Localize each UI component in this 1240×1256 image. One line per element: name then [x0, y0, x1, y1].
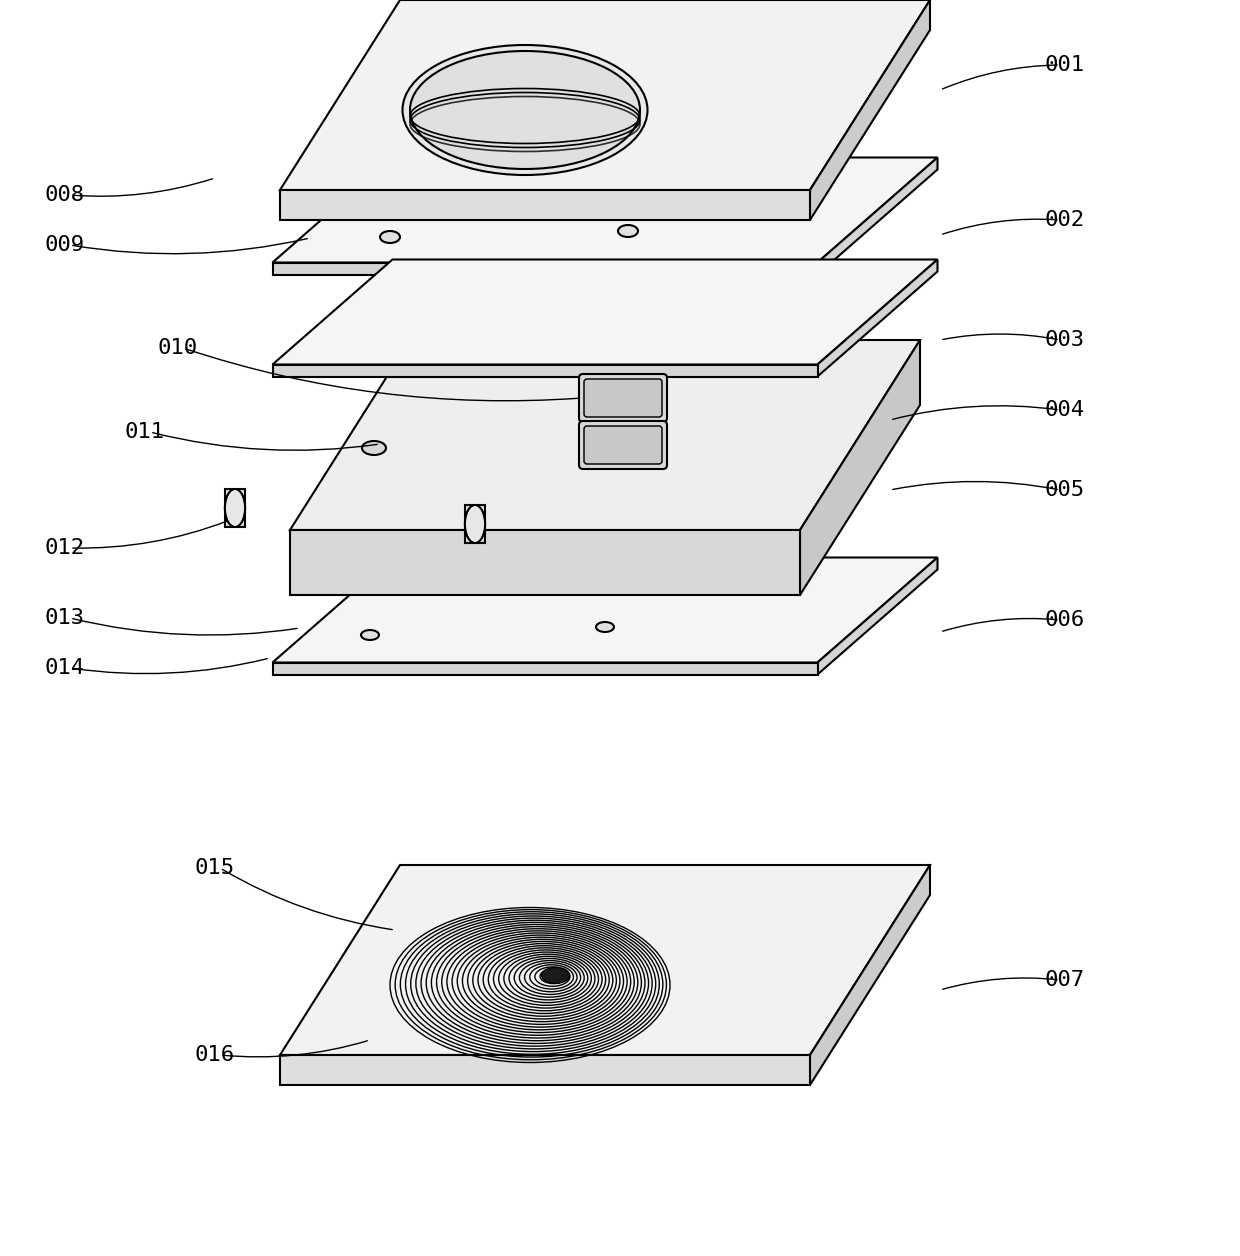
- Text: 013: 013: [45, 608, 86, 628]
- Polygon shape: [280, 865, 930, 1055]
- Polygon shape: [465, 505, 485, 543]
- Text: 006: 006: [1045, 610, 1085, 631]
- Polygon shape: [810, 865, 930, 1085]
- Polygon shape: [280, 1055, 810, 1085]
- Ellipse shape: [224, 489, 246, 528]
- Polygon shape: [224, 489, 246, 528]
- Text: 015: 015: [195, 858, 236, 878]
- Polygon shape: [800, 340, 920, 595]
- Text: 003: 003: [1045, 330, 1085, 350]
- Ellipse shape: [361, 631, 379, 641]
- Ellipse shape: [403, 45, 647, 175]
- Polygon shape: [273, 263, 817, 275]
- Polygon shape: [273, 662, 817, 674]
- Text: 007: 007: [1045, 970, 1085, 990]
- Text: 016: 016: [195, 1045, 236, 1065]
- Ellipse shape: [542, 967, 569, 983]
- Text: 002: 002: [1045, 210, 1085, 230]
- Text: 014: 014: [45, 658, 86, 678]
- Text: 012: 012: [45, 538, 86, 558]
- Text: 010: 010: [157, 338, 198, 358]
- Polygon shape: [817, 558, 937, 674]
- Ellipse shape: [618, 225, 639, 237]
- Polygon shape: [817, 157, 937, 275]
- FancyBboxPatch shape: [579, 421, 667, 468]
- Polygon shape: [810, 0, 930, 220]
- Polygon shape: [290, 530, 800, 595]
- Text: 001: 001: [1045, 55, 1085, 75]
- Ellipse shape: [362, 441, 386, 455]
- Polygon shape: [273, 157, 937, 263]
- Text: 009: 009: [45, 235, 86, 255]
- Polygon shape: [280, 0, 930, 190]
- FancyBboxPatch shape: [584, 379, 662, 417]
- Text: 011: 011: [125, 422, 165, 442]
- Polygon shape: [273, 364, 817, 377]
- Text: 005: 005: [1045, 480, 1085, 500]
- Polygon shape: [290, 340, 920, 530]
- Polygon shape: [273, 558, 937, 662]
- FancyBboxPatch shape: [584, 426, 662, 463]
- Text: 004: 004: [1045, 399, 1085, 420]
- Polygon shape: [817, 260, 937, 377]
- Polygon shape: [280, 190, 810, 220]
- Ellipse shape: [379, 231, 401, 242]
- Text: 008: 008: [45, 185, 86, 205]
- Ellipse shape: [465, 505, 485, 543]
- FancyBboxPatch shape: [579, 374, 667, 422]
- Ellipse shape: [596, 622, 614, 632]
- Ellipse shape: [410, 51, 640, 170]
- Polygon shape: [273, 260, 937, 364]
